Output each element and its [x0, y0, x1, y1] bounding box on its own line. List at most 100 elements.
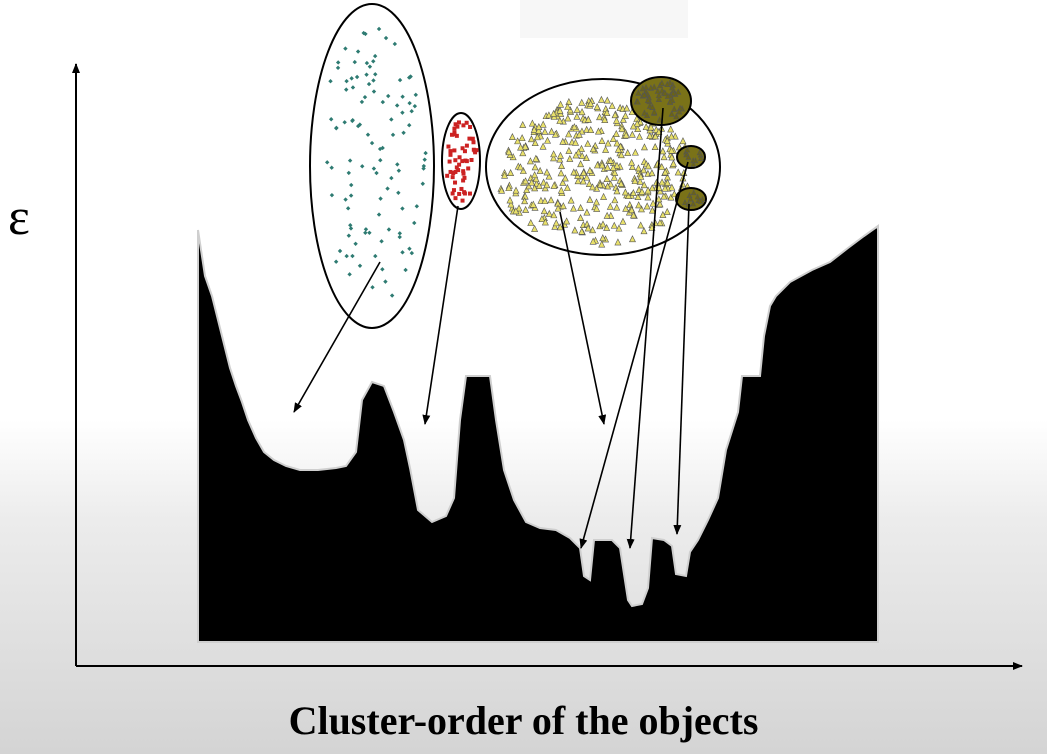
cluster-point: [656, 219, 664, 226]
cluster-point: [541, 197, 549, 205]
cluster-point: [516, 163, 524, 171]
cluster-point: [447, 159, 452, 164]
cluster-point: [359, 99, 365, 105]
cluster-point: [690, 189, 697, 196]
cluster-point: [667, 98, 674, 105]
cluster-point: [668, 183, 676, 191]
cluster-point: [589, 183, 596, 191]
cluster-point: [676, 108, 683, 115]
cluster-point: [407, 246, 412, 251]
cluster-point: [464, 120, 469, 125]
cluster-point: [506, 196, 514, 204]
cluster-point: [453, 196, 458, 201]
cluster-point: [640, 181, 648, 189]
cluster-point: [448, 152, 453, 157]
cluster-point: [531, 171, 539, 179]
cluster-point: [460, 159, 465, 164]
cluster-point: [564, 114, 572, 122]
cluster-point: [357, 122, 363, 127]
cluster-point: [383, 35, 389, 41]
cluster-point: [641, 91, 648, 98]
cluster-point: [610, 173, 618, 181]
cluster-point: [690, 161, 697, 167]
cluster-point: [617, 151, 625, 159]
cluster-point: [350, 85, 356, 90]
cluster-point: [621, 188, 629, 196]
cluster-point: [571, 226, 579, 234]
cluster-point: [633, 119, 641, 127]
cluster-point: [658, 79, 665, 86]
cluster-point: [329, 165, 334, 170]
cluster-point: [685, 153, 692, 160]
cluster-point: [584, 224, 592, 232]
cluster-point: [648, 184, 656, 192]
cluster-point: [328, 79, 333, 84]
cluster-point: [370, 285, 375, 290]
cluster-point: [559, 178, 567, 186]
cluster-point: [583, 208, 591, 216]
cluster-point: [604, 139, 612, 147]
cluster-point: [673, 112, 680, 120]
cluster-point: [453, 180, 458, 185]
cluster-point: [454, 133, 459, 138]
cluster-point: [671, 105, 678, 112]
cluster-point: [640, 166, 648, 174]
cluster-point: [337, 248, 343, 254]
cluster-point: [407, 100, 412, 106]
cluster-point: [624, 192, 632, 200]
cluster-point: [450, 191, 455, 196]
cluster-point: [619, 115, 627, 123]
cluster-point: [583, 173, 591, 181]
cluster-point: [635, 89, 642, 96]
cluster-point: [498, 186, 506, 194]
cluster-point: [570, 123, 578, 131]
cluster-point: [413, 92, 418, 98]
cluster-point: [577, 144, 585, 152]
cluster-point: [694, 193, 701, 200]
arrow-teal-to-valley: [293, 261, 381, 413]
cluster-point: [575, 130, 583, 138]
cluster-point: [533, 133, 541, 141]
cluster-point: [540, 178, 548, 186]
cluster-point: [412, 103, 418, 109]
cluster-point: [324, 160, 330, 165]
cluster-point: [656, 200, 664, 208]
cluster-point: [389, 293, 395, 298]
cluster-point: [551, 222, 559, 230]
cluster-point: [644, 162, 652, 170]
cluster-point: [357, 263, 363, 268]
cluster-point: [523, 185, 531, 193]
cluster-point: [455, 124, 460, 129]
cluster-point: [613, 161, 621, 169]
cluster-point: [380, 267, 385, 272]
cluster-point: [608, 101, 616, 109]
cluster-point: [408, 74, 413, 79]
cluster-point: [409, 109, 414, 114]
cluster-point: [395, 162, 400, 167]
cluster-point: [409, 250, 415, 256]
cluster-point: [607, 180, 615, 188]
cluster-point: [459, 186, 464, 191]
cluster-point: [578, 108, 586, 116]
faint-background-box: [520, 0, 688, 38]
cluster-point: [556, 151, 564, 159]
cluster-point: [574, 177, 582, 185]
cluster-point: [642, 123, 650, 131]
cluster-point: [471, 140, 476, 145]
cluster-point: [344, 253, 349, 259]
cluster-point: [667, 125, 675, 133]
cluster-point: [347, 158, 353, 163]
cluster-point: [651, 108, 658, 115]
cluster-point: [522, 177, 530, 185]
cluster-point: [593, 161, 601, 169]
cluster-point: [348, 193, 354, 198]
cluster-point: [603, 175, 611, 182]
cluster-point: [647, 123, 655, 131]
cluster-point: [397, 77, 403, 83]
cluster-point: [589, 145, 597, 153]
cluster-point: [629, 189, 637, 197]
cluster-point: [448, 149, 453, 154]
cluster-point: [550, 211, 558, 219]
cluster-point: [522, 205, 530, 213]
